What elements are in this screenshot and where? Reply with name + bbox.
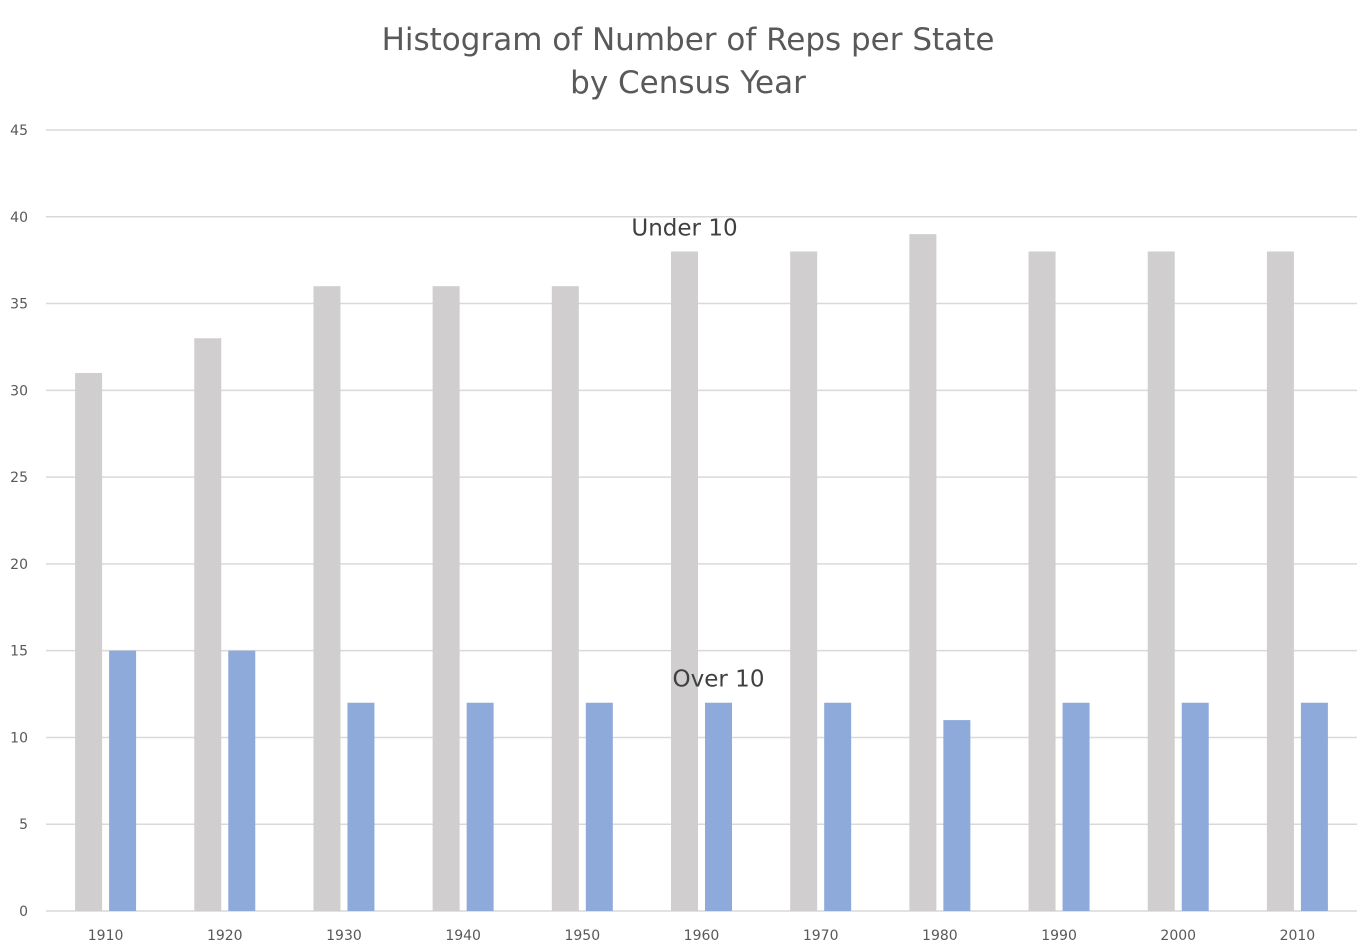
y-tick-label: 20 bbox=[10, 557, 28, 573]
bar-under-10-1990 bbox=[1028, 251, 1056, 911]
annotations: Under 10 Over 10 bbox=[631, 215, 764, 692]
bar-under-10-1960 bbox=[671, 251, 698, 911]
x-tick-label: 1940 bbox=[445, 928, 481, 944]
bar-under-10-2000 bbox=[1147, 251, 1175, 911]
y-axis-tick-labels: 0 5 10 15 20 25 30 35 40 45 bbox=[10, 123, 28, 920]
x-tick-label: 1980 bbox=[922, 928, 958, 944]
x-tick-label: 2010 bbox=[1280, 928, 1316, 944]
bar-over-10-1930 bbox=[347, 702, 375, 911]
bar-over-10-1920 bbox=[228, 650, 256, 911]
annotation-over-10: Over 10 bbox=[673, 667, 765, 693]
bar-over-10-1980 bbox=[943, 720, 971, 911]
y-tick-label: 10 bbox=[10, 730, 28, 746]
bar-over-10-1910 bbox=[109, 650, 137, 911]
bar-over-10-1960 bbox=[705, 702, 732, 911]
annotation-under-10: Under 10 bbox=[631, 215, 737, 241]
x-tick-label: 1970 bbox=[803, 928, 839, 944]
gridlines bbox=[46, 129, 1357, 912]
bar-under-10-1910 bbox=[75, 372, 103, 911]
y-tick-label: 15 bbox=[10, 644, 28, 660]
y-tick-label: 0 bbox=[19, 904, 28, 920]
bar-under-10-1970 bbox=[790, 251, 818, 911]
bar-under-10-1920 bbox=[194, 338, 222, 911]
x-tick-label: 1950 bbox=[564, 928, 600, 944]
chart-title-line-2: by Census Year bbox=[570, 65, 806, 101]
y-tick-label: 5 bbox=[19, 817, 28, 833]
bar-under-10-1930 bbox=[313, 286, 341, 911]
bar-under-10-2010 bbox=[1266, 251, 1294, 911]
bar-over-10-1970 bbox=[824, 702, 852, 911]
bar-under-10-1980 bbox=[909, 234, 937, 912]
x-tick-label: 1960 bbox=[684, 928, 720, 944]
bar-over-10-2010 bbox=[1300, 702, 1328, 911]
x-tick-label: 2000 bbox=[1160, 928, 1196, 944]
bars bbox=[75, 234, 1328, 912]
x-tick-label: 1990 bbox=[1041, 928, 1077, 944]
y-tick-label: 25 bbox=[10, 470, 28, 486]
x-axis-tick-labels: 1910 1920 1930 1940 1950 1960 1970 1980 1990 2000… bbox=[88, 928, 1315, 944]
x-tick-label: 1930 bbox=[326, 928, 362, 944]
y-tick-label: 35 bbox=[10, 297, 28, 313]
bar-over-10-2000 bbox=[1181, 702, 1209, 911]
x-tick-label: 1910 bbox=[88, 928, 124, 944]
bar-under-10-1940 bbox=[432, 286, 460, 911]
bar-over-10-1950 bbox=[585, 702, 613, 911]
bar-under-10-1950 bbox=[551, 286, 579, 911]
y-tick-label: 40 bbox=[10, 210, 28, 226]
bar-over-10-1990 bbox=[1062, 702, 1090, 911]
y-tick-label: 30 bbox=[10, 383, 28, 399]
y-tick-label: 45 bbox=[10, 123, 28, 139]
bar-over-10-1940 bbox=[466, 702, 494, 911]
chart-title-line-1: Histogram of Number of Reps per State bbox=[382, 22, 995, 58]
x-tick-label: 1920 bbox=[207, 928, 243, 944]
